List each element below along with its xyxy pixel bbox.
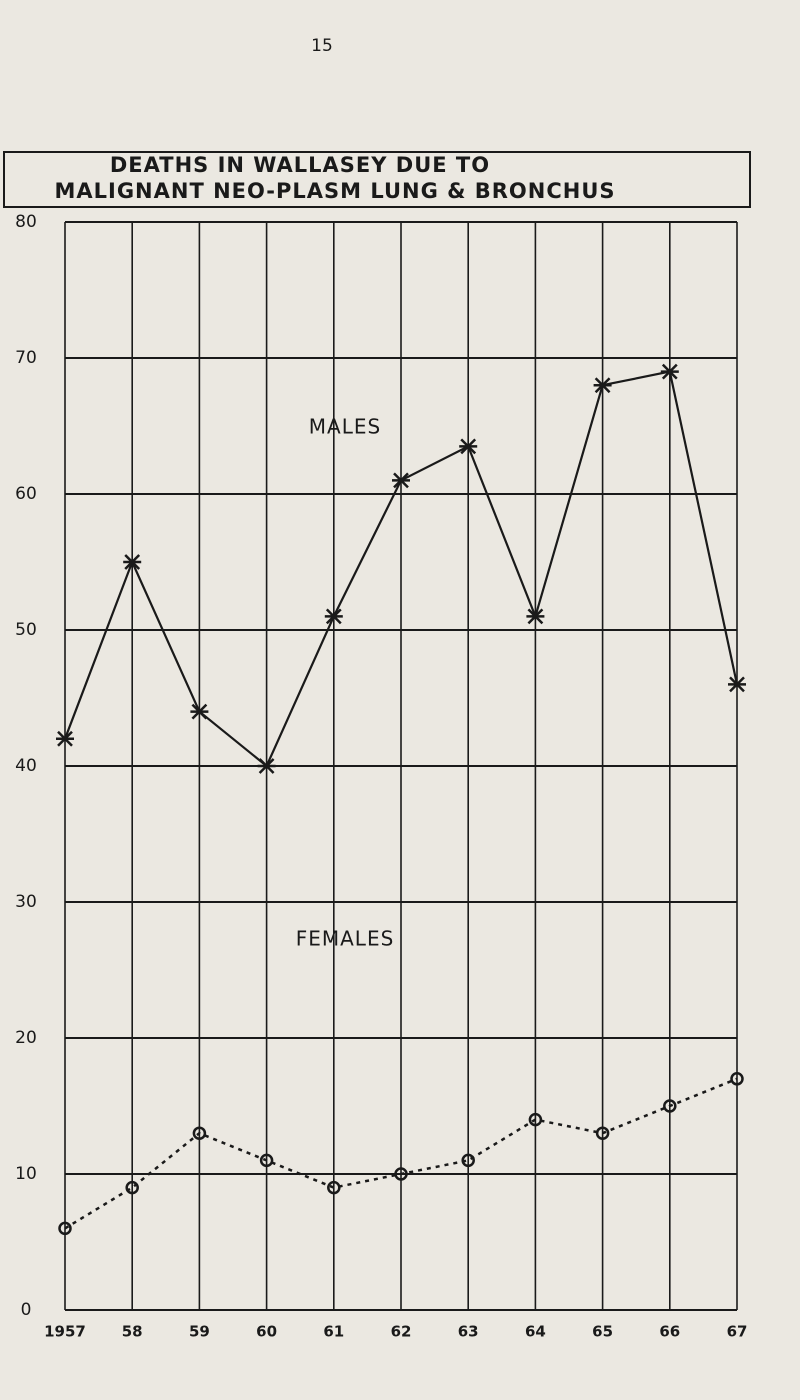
page-number: 15 <box>311 36 333 56</box>
series-label: MALES <box>309 415 381 439</box>
point-marker <box>730 1072 744 1086</box>
point-marker <box>593 377 612 394</box>
point-marker <box>123 554 142 570</box>
point-marker <box>663 1099 677 1113</box>
x-tick-label: 63 <box>458 1323 479 1341</box>
point-marker <box>526 608 545 625</box>
x-tick-label: 59 <box>189 1323 210 1341</box>
x-tick-label: 67 <box>727 1323 748 1341</box>
series-label: FEMALES <box>296 927 395 951</box>
x-tick-label: 60 <box>256 1323 277 1341</box>
x-tick-label: 62 <box>391 1323 412 1341</box>
point-marker <box>528 1112 543 1127</box>
x-tick-label: 61 <box>323 1323 344 1341</box>
y-tick-label: 20 <box>15 1028 37 1048</box>
point-marker <box>327 1180 341 1195</box>
y-tick-label: 50 <box>15 620 37 640</box>
y-tick-label: 40 <box>15 756 37 776</box>
point-marker <box>660 363 679 380</box>
y-tick-label: 30 <box>15 892 37 912</box>
point-marker <box>190 703 209 720</box>
x-tick-label: 58 <box>122 1323 143 1341</box>
point-marker <box>728 676 746 693</box>
series-line <box>64 1077 738 1230</box>
point-marker <box>459 438 478 455</box>
title-box <box>3 151 751 208</box>
point-marker <box>461 1153 475 1168</box>
x-tick-label: 1957 <box>44 1323 86 1341</box>
chart-title: MALIGNANT NEO-PLASM LUNG & BRONCHUS <box>54 179 615 203</box>
y-tick-label: 0 <box>21 1300 32 1320</box>
y-tick-label: 60 <box>15 484 37 504</box>
chart-title: DEATHS IN WALLASEY DUE TO <box>110 153 490 177</box>
point-marker <box>324 608 343 625</box>
x-tick-label: 64 <box>525 1323 546 1341</box>
point-marker <box>125 1180 139 1195</box>
y-tick-label: 80 <box>15 212 37 232</box>
point-marker <box>58 1221 72 1236</box>
point-marker <box>56 730 74 747</box>
point-marker <box>595 1126 610 1140</box>
point-marker <box>257 758 276 774</box>
y-tick-label: 10 <box>15 1164 37 1184</box>
point-marker <box>392 472 410 489</box>
point-marker <box>394 1167 408 1181</box>
y-tick-label: 70 <box>15 348 37 368</box>
point-marker <box>192 1126 207 1140</box>
x-tick-label: 65 <box>592 1323 613 1341</box>
point-marker <box>259 1153 274 1168</box>
x-tick-label: 66 <box>659 1323 680 1341</box>
